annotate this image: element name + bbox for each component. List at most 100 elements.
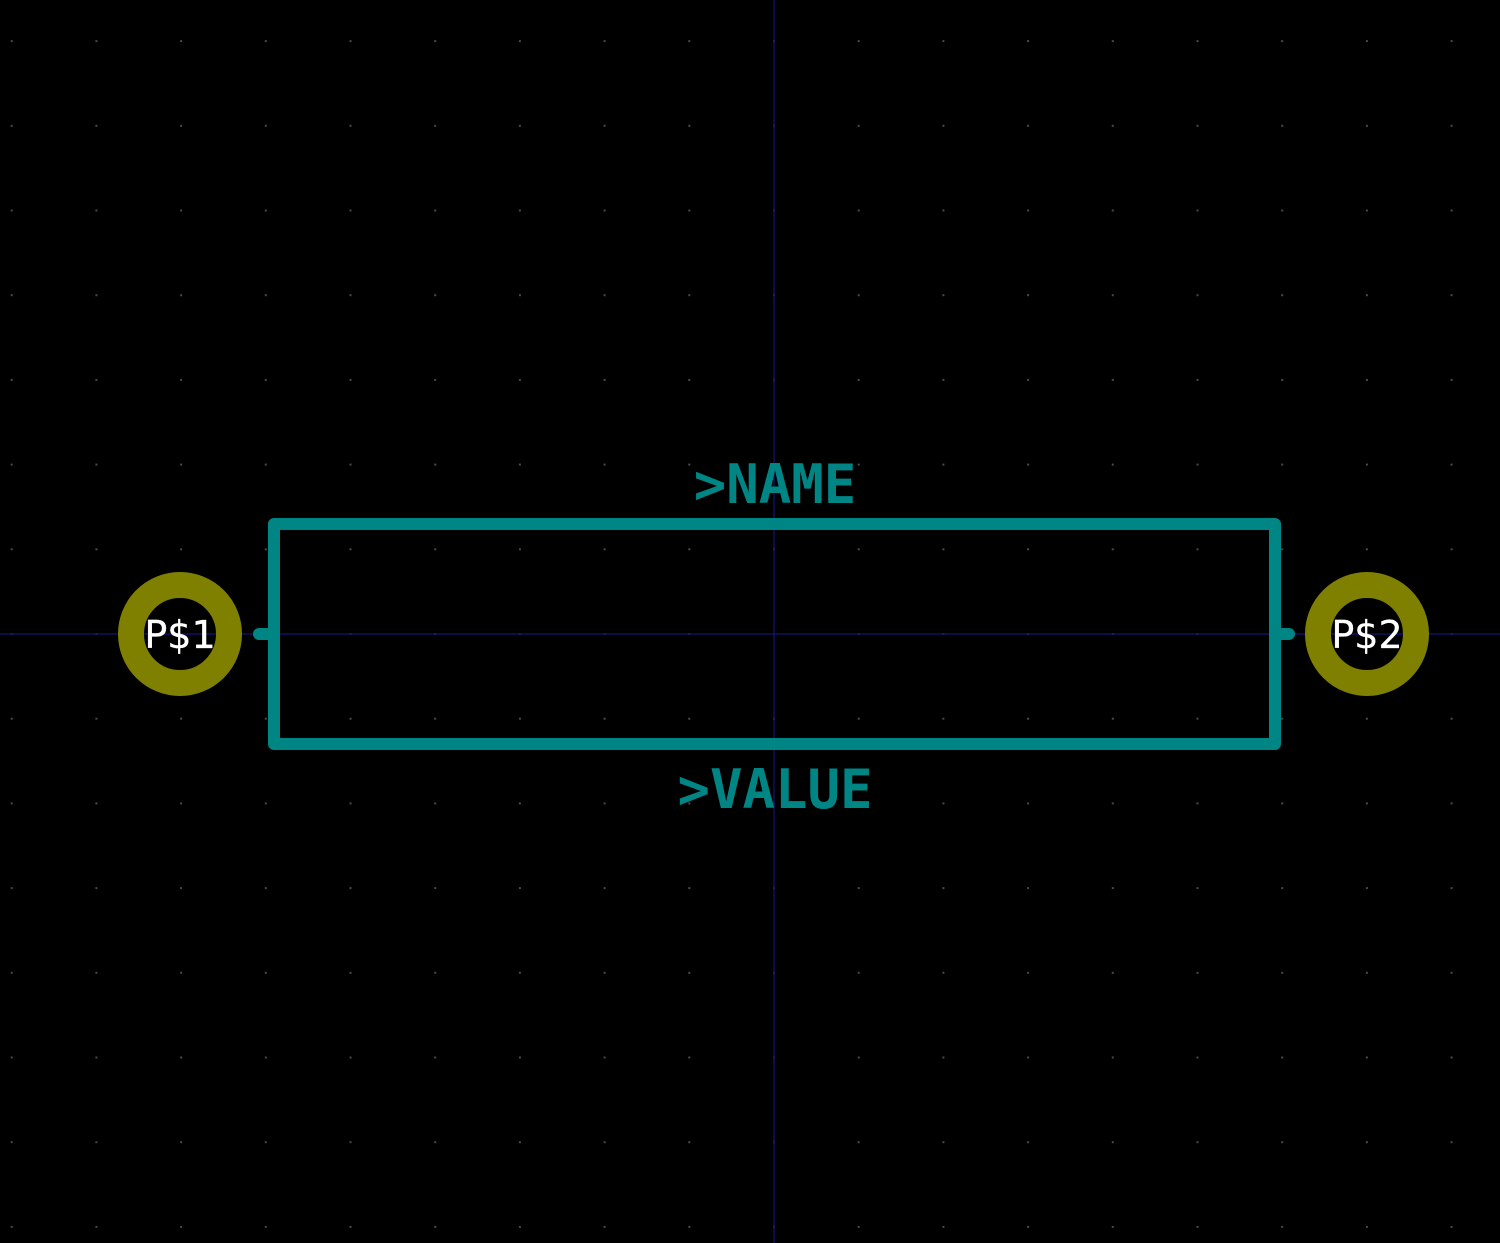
- grid-dot: [1281, 124, 1284, 127]
- grid-dot: [180, 1225, 183, 1228]
- grid-dot: [10, 802, 13, 805]
- grid-dot: [349, 378, 352, 381]
- grid-dot: [180, 40, 183, 43]
- grid-dot: [95, 1225, 98, 1228]
- pad-1[interactable]: P$1: [118, 572, 242, 696]
- grid-dot: [95, 378, 98, 381]
- grid-dot: [857, 802, 860, 805]
- grid-dot: [1450, 1141, 1453, 1144]
- grid-dot: [1281, 1141, 1284, 1144]
- grid-dot: [349, 1141, 352, 1144]
- grid-dot: [1450, 40, 1453, 43]
- grid-dot: [1365, 802, 1368, 805]
- grid-dot: [1027, 717, 1030, 720]
- grid-dot: [1450, 209, 1453, 212]
- grid-dot: [603, 717, 606, 720]
- grid-dot: [518, 802, 521, 805]
- grid-dot: [1111, 1056, 1114, 1059]
- grid-dot: [942, 40, 945, 43]
- grid-dot: [180, 294, 183, 297]
- grid-dot: [10, 1056, 13, 1059]
- grid-dot: [1111, 124, 1114, 127]
- grid-dot: [688, 209, 691, 212]
- silkscreen-outline[interactable]: [253, 518, 1295, 750]
- grid-dot: [603, 1056, 606, 1059]
- grid-dot: [942, 294, 945, 297]
- pad-1-ring[interactable]: [118, 572, 242, 696]
- grid-dot: [1027, 209, 1030, 212]
- grid-dot: [857, 124, 860, 127]
- pad-2-ring[interactable]: [1305, 572, 1429, 696]
- grid-dot: [857, 294, 860, 297]
- grid-dot: [264, 294, 267, 297]
- grid-dot: [688, 1225, 691, 1228]
- grid-dot: [1027, 1141, 1030, 1144]
- grid-dot: [10, 887, 13, 890]
- grid-dot: [942, 1056, 945, 1059]
- grid-dot: [434, 717, 437, 720]
- grid-dot: [942, 463, 945, 466]
- grid-dot: [688, 802, 691, 805]
- grid-dot: [942, 971, 945, 974]
- value-label[interactable]: >VALUE: [677, 758, 872, 821]
- name-label[interactable]: >NAME: [694, 453, 857, 516]
- grid-dot: [1027, 971, 1030, 974]
- grid-dot: [1450, 463, 1453, 466]
- grid-dot: [1450, 294, 1453, 297]
- grid-dot: [1196, 717, 1199, 720]
- grid-dot: [180, 1141, 183, 1144]
- grid-dot: [349, 971, 352, 974]
- grid-dot: [1111, 1225, 1114, 1228]
- grid-dot: [1196, 548, 1199, 551]
- grid-dot: [857, 1056, 860, 1059]
- pad-2[interactable]: P$2: [1305, 572, 1429, 696]
- grid-dot: [1281, 463, 1284, 466]
- grid-dot: [603, 294, 606, 297]
- grid-dot: [95, 802, 98, 805]
- grid-dot: [1027, 802, 1030, 805]
- grid-dot: [1111, 971, 1114, 974]
- grid-dot: [603, 1225, 606, 1228]
- grid-dot: [10, 1141, 13, 1144]
- grid-dot: [349, 887, 352, 890]
- grid-dot: [1196, 1225, 1199, 1228]
- grid-dot: [688, 463, 691, 466]
- grid-dot: [942, 1141, 945, 1144]
- grid-dot: [518, 548, 521, 551]
- grid-dot: [349, 1225, 352, 1228]
- grid-dot: [1196, 887, 1199, 890]
- grid-dot: [688, 294, 691, 297]
- grid-dot: [264, 717, 267, 720]
- grid-dot: [518, 1056, 521, 1059]
- grid-dot: [1196, 124, 1199, 127]
- grid-dot: [1365, 463, 1368, 466]
- grid-dot: [688, 124, 691, 127]
- grid-dot: [434, 971, 437, 974]
- grid-dot: [180, 717, 183, 720]
- grid-dot: [942, 209, 945, 212]
- grid-dot: [10, 40, 13, 43]
- grid-dot: [603, 209, 606, 212]
- grid-dot: [180, 209, 183, 212]
- grid-dot: [1027, 1056, 1030, 1059]
- grid-dot: [518, 124, 521, 127]
- grid-dot: [434, 548, 437, 551]
- grid-dot: [1450, 887, 1453, 890]
- grid-dot: [1111, 378, 1114, 381]
- grid-dot: [1281, 548, 1284, 551]
- grid-dot: [1365, 294, 1368, 297]
- grid-dot: [857, 209, 860, 212]
- grid-dot: [180, 124, 183, 127]
- grid-dot: [10, 717, 13, 720]
- grid-dot: [10, 209, 13, 212]
- grid-dot: [518, 463, 521, 466]
- grid-dot: [1365, 40, 1368, 43]
- grid-dot: [1281, 40, 1284, 43]
- grid-dot: [1196, 802, 1199, 805]
- grid-dot: [1450, 1056, 1453, 1059]
- grid-dot: [942, 802, 945, 805]
- grid-dot: [180, 1056, 183, 1059]
- grid-dot: [434, 124, 437, 127]
- grid-dot: [1450, 802, 1453, 805]
